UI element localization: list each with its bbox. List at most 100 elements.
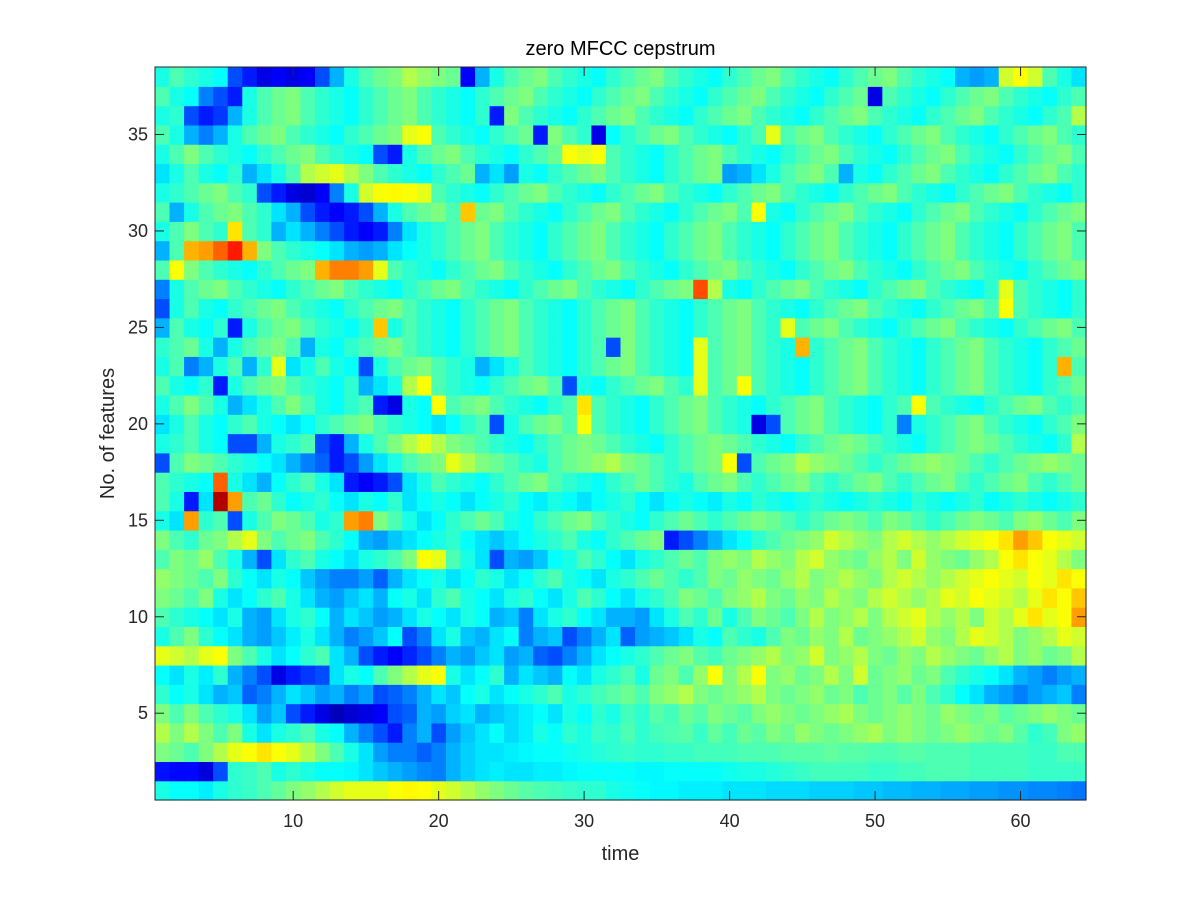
heatmap-cell	[911, 144, 927, 165]
heatmap-cell	[911, 240, 927, 261]
heatmap-cell	[809, 645, 825, 666]
heatmap-cell	[256, 780, 272, 801]
heatmap-cell	[795, 144, 811, 165]
heatmap-cell	[547, 626, 563, 647]
heatmap-cell	[489, 433, 505, 454]
heatmap-cell	[213, 279, 229, 300]
heatmap-cell	[300, 67, 316, 87]
heatmap-cell	[504, 144, 520, 165]
heatmap-cell	[431, 105, 447, 126]
heatmap-cell	[605, 394, 622, 415]
heatmap-cell	[795, 491, 811, 512]
heatmap-cell	[329, 549, 345, 570]
heatmap-cell	[693, 664, 709, 685]
heatmap-cell	[169, 67, 185, 87]
heatmap-cell	[824, 761, 840, 782]
heatmap-cell	[227, 549, 243, 570]
heatmap-cell	[693, 742, 709, 763]
heatmap-cell	[416, 664, 432, 685]
heatmap-cell	[460, 645, 476, 666]
heatmap-cell	[300, 780, 316, 801]
heatmap-cell	[504, 510, 520, 531]
heatmap-cell	[736, 780, 753, 801]
heatmap-cell	[576, 664, 593, 685]
heatmap-cell	[547, 452, 563, 473]
heatmap-cell	[547, 684, 563, 705]
heatmap-cell	[445, 67, 462, 87]
heatmap-cell	[547, 202, 563, 222]
heatmap-cell	[315, 452, 331, 473]
heatmap-cell	[605, 568, 622, 589]
heatmap-cell	[155, 568, 171, 589]
heatmap-cell	[445, 587, 462, 608]
heatmap-cell	[344, 549, 360, 570]
x-tick-label: 10	[283, 811, 303, 831]
heatmap-cell	[445, 298, 462, 319]
heatmap-cell	[475, 259, 491, 280]
heatmap-cell	[576, 221, 593, 242]
heatmap-cell	[358, 163, 374, 184]
heatmap-cell	[591, 144, 607, 165]
heatmap-cell	[431, 761, 447, 782]
heatmap-cell	[882, 664, 898, 685]
heatmap-cell	[475, 472, 491, 492]
heatmap-cell	[693, 761, 709, 782]
heatmap-cell	[213, 356, 229, 377]
heatmap-cell	[809, 394, 825, 415]
heatmap-cell	[489, 568, 505, 589]
heatmap-cell	[809, 510, 825, 531]
heatmap-cell	[184, 221, 200, 242]
heatmap-cell	[722, 259, 738, 280]
heatmap-cell	[300, 684, 316, 705]
heatmap-cell	[285, 645, 302, 666]
heatmap-cell	[198, 356, 214, 377]
heatmap-cell	[620, 337, 636, 357]
heatmap-cell	[751, 375, 767, 396]
heatmap-cell	[882, 684, 898, 705]
heatmap-cell	[475, 240, 491, 261]
heatmap-cell	[547, 433, 563, 454]
heatmap-cell	[678, 279, 694, 300]
heatmap-cell	[271, 67, 287, 87]
heatmap-cell	[285, 337, 302, 357]
heatmap-cell	[402, 163, 418, 184]
heatmap-cell	[765, 452, 782, 473]
heatmap-cell	[707, 703, 723, 724]
heatmap-cell	[475, 279, 491, 300]
heatmap-cell	[1013, 317, 1029, 338]
heatmap-cell	[736, 240, 753, 261]
heatmap-cell	[256, 86, 272, 107]
heatmap-cell	[780, 433, 796, 454]
heatmap-cell	[431, 587, 447, 608]
heatmap-cell	[751, 607, 767, 627]
heatmap-cell	[358, 298, 374, 319]
heatmap-cell	[693, 298, 709, 319]
heatmap-cell	[1013, 761, 1029, 782]
heatmap-cell	[649, 703, 665, 724]
heatmap-cell	[780, 240, 796, 261]
heatmap-cell	[344, 221, 360, 242]
heatmap-cell	[518, 607, 534, 627]
heatmap-cell	[664, 452, 680, 473]
heatmap-cell	[300, 549, 316, 570]
heatmap-cell	[271, 510, 287, 531]
heatmap-cell	[925, 510, 942, 531]
heatmap-cell	[1013, 163, 1029, 184]
heatmap-cell	[576, 86, 593, 107]
heatmap-cell	[213, 144, 229, 165]
heatmap-cell	[227, 279, 243, 300]
heatmap-cell	[911, 761, 927, 782]
heatmap-cell	[838, 549, 854, 570]
heatmap-cell	[605, 452, 622, 473]
heatmap-cell	[504, 67, 520, 87]
heatmap-cell	[402, 144, 418, 165]
heatmap-cell	[911, 414, 927, 435]
heatmap-cell	[213, 86, 229, 107]
heatmap-cell	[373, 645, 389, 666]
heatmap-cell	[358, 472, 374, 492]
heatmap-cell	[285, 182, 302, 203]
heatmap-cell	[649, 491, 665, 512]
heatmap-cell	[635, 684, 651, 705]
heatmap-cell	[795, 549, 811, 570]
heatmap-cell	[213, 259, 229, 280]
